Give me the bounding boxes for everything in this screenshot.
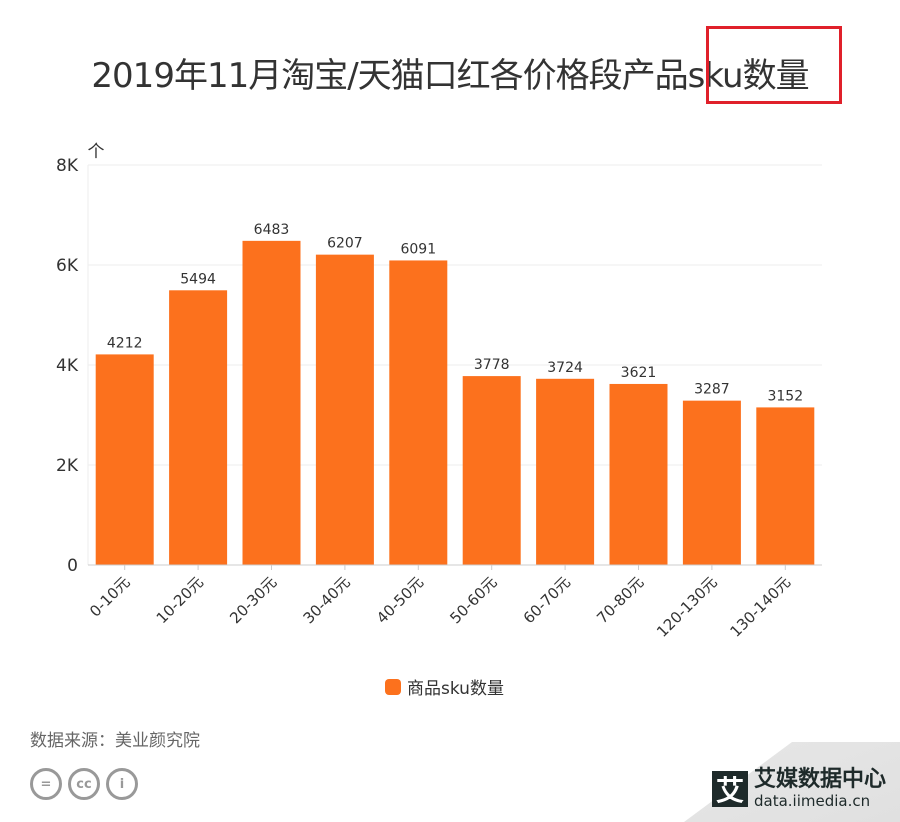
bar bbox=[536, 378, 595, 565]
legend-swatch[interactable] bbox=[385, 679, 401, 695]
data-label: 3287 bbox=[694, 382, 730, 398]
bar bbox=[609, 383, 668, 565]
x-tick-label: 30-40元 bbox=[300, 573, 354, 627]
bar bbox=[682, 400, 741, 565]
x-tick-label: 20-30元 bbox=[226, 573, 280, 627]
brand-name: 艾媒数据中心 bbox=[754, 767, 887, 792]
y-axis-unit: 个 bbox=[88, 142, 105, 162]
y-tick-label: 4K bbox=[56, 356, 79, 376]
brand-logo: 艾 艾媒数据中心 data.iimedia.cn bbox=[712, 768, 886, 810]
by-icon: i bbox=[106, 768, 138, 800]
x-tick-label: 60-70元 bbox=[520, 573, 574, 627]
x-tick-label: 50-60元 bbox=[446, 573, 500, 627]
data-label: 3778 bbox=[474, 357, 510, 373]
y-tick-label: 6K bbox=[56, 256, 79, 276]
cc-license: = cc i bbox=[30, 768, 138, 800]
x-tick-label: 10-20元 bbox=[153, 573, 207, 627]
highlight-box bbox=[706, 26, 842, 104]
legend-label[interactable]: 商品sku数量 bbox=[407, 679, 504, 699]
bar bbox=[169, 290, 228, 565]
x-tick-label: 70-80元 bbox=[593, 573, 647, 627]
data-label: 3724 bbox=[547, 360, 583, 376]
data-label: 6483 bbox=[254, 222, 290, 238]
data-source: 数据来源：美业颜究院 bbox=[30, 731, 200, 751]
chart-title: 2019年11月淘宝/天猫口红各价格段产品sku数量 bbox=[91, 56, 809, 96]
bar-chart: 0 2K 4K 6K 8K 个 4212 0-10元 5494 10-20元 6483 20-30元 6… bbox=[56, 142, 822, 699]
bar bbox=[389, 260, 448, 565]
nd-icon: = bbox=[30, 768, 62, 800]
data-label: 5494 bbox=[180, 271, 216, 287]
x-tick-label: 120-130元 bbox=[653, 573, 721, 641]
cc-icon: cc bbox=[68, 768, 100, 800]
logo-glyph: 艾 bbox=[712, 771, 748, 807]
x-tick-label: 40-50元 bbox=[373, 573, 427, 627]
data-label: 4212 bbox=[107, 335, 143, 351]
y-tick-label: 0 bbox=[67, 556, 78, 576]
y-tick-label: 8K bbox=[56, 156, 79, 176]
bar bbox=[462, 376, 521, 565]
bar bbox=[242, 240, 301, 565]
brand-url: data.iimedia.cn bbox=[754, 792, 871, 810]
bar bbox=[315, 254, 374, 565]
x-tick-label: 130-140元 bbox=[726, 573, 794, 641]
y-tick-label: 2K bbox=[56, 456, 79, 476]
bar bbox=[95, 354, 154, 565]
x-tick-label: 0-10元 bbox=[86, 573, 133, 620]
data-label: 6207 bbox=[327, 236, 363, 252]
bar bbox=[756, 407, 815, 565]
data-label: 3152 bbox=[767, 388, 803, 404]
data-label: 3621 bbox=[621, 365, 657, 381]
data-label: 6091 bbox=[400, 241, 436, 257]
